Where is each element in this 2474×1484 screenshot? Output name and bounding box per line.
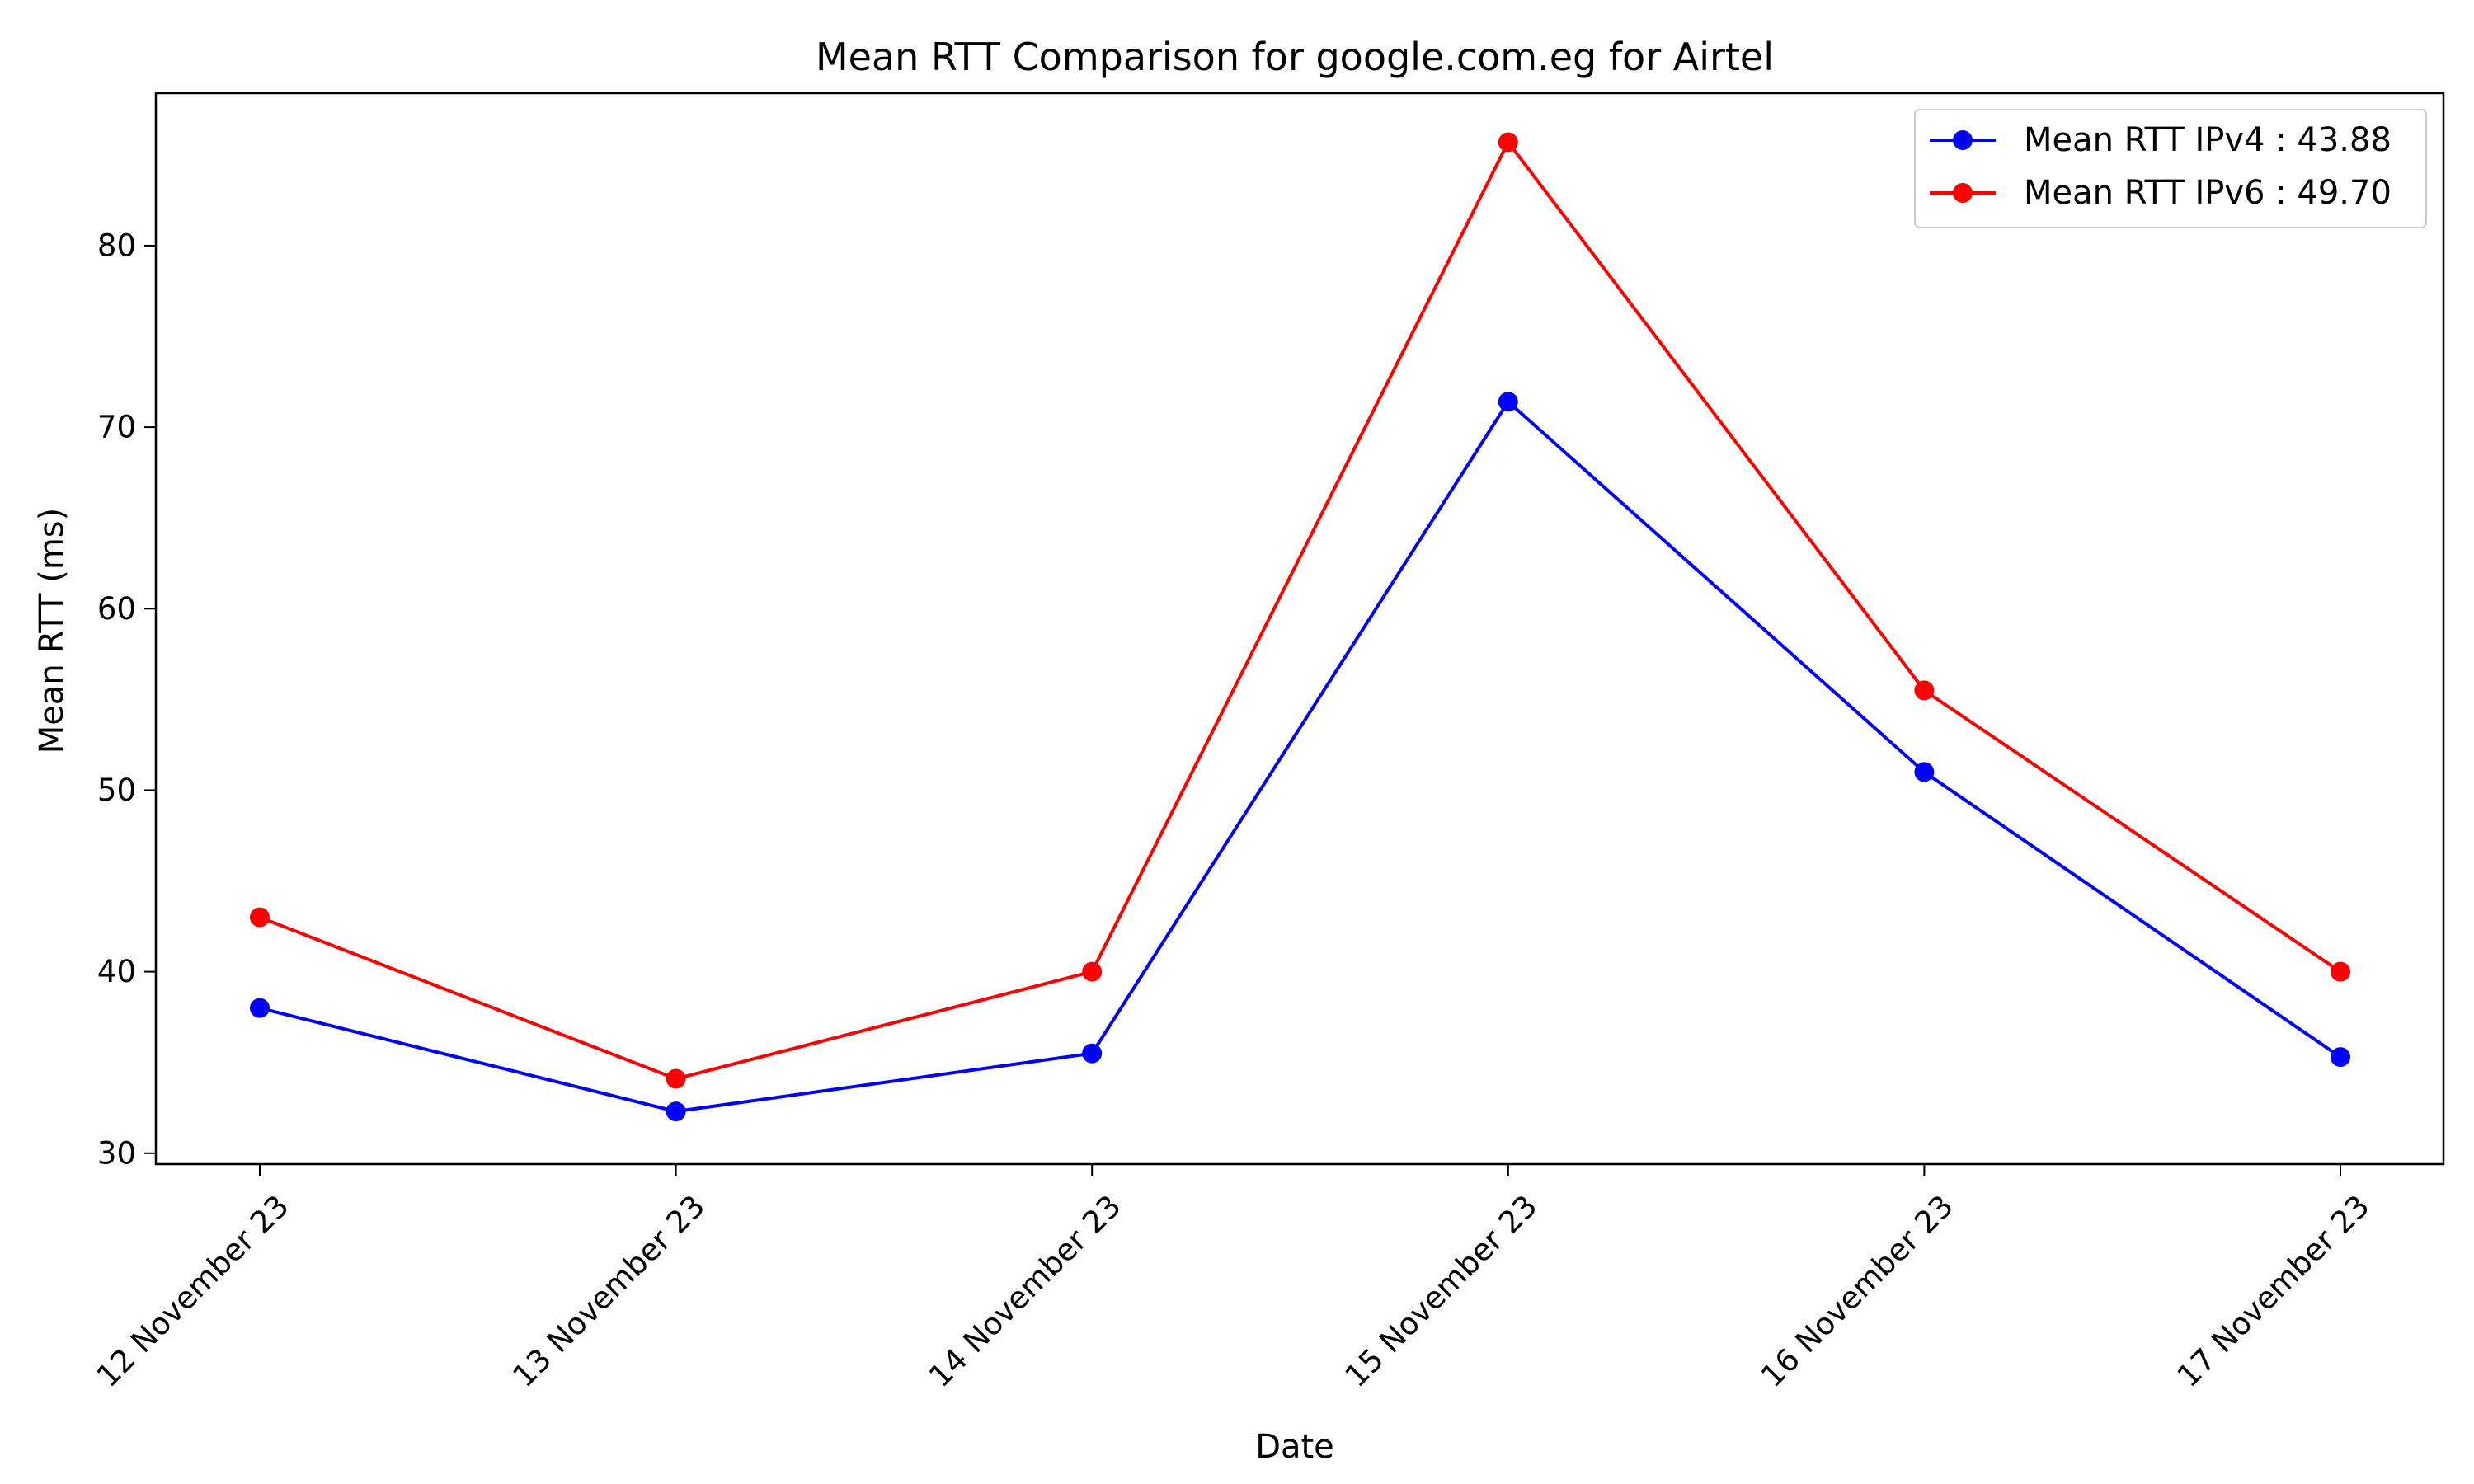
series-2 [250, 132, 2350, 1089]
legend: Mean RTT IPv4 : 43.88 Mean RTT IPv6 : 49.… [1914, 109, 2427, 228]
series-1-line [259, 400, 2342, 1114]
x-axis-label: Date [1255, 1428, 1334, 1466]
series-1 [250, 392, 2350, 1122]
legend-marker-2 [1953, 183, 1973, 203]
legend-marker-1 [1953, 130, 1973, 150]
legend-label-2: Mean RTT IPv6 : 49.70 [2024, 174, 2392, 212]
y-tick-label: 50 [97, 773, 136, 808]
y-tick-label: 70 [97, 410, 136, 445]
series-2-point [250, 907, 270, 928]
series-1-point [1914, 762, 1935, 782]
series-1-point [1082, 1043, 1103, 1064]
plot-area [154, 92, 2445, 1166]
y-axis: 30 40 50 60 70 80 [97, 228, 156, 1171]
legend-label-1: Mean RTT IPv4 : 43.88 [2024, 121, 2392, 159]
series-2-point [2331, 961, 2350, 982]
series-2-point [1082, 961, 1103, 982]
series-1-point [1498, 392, 1518, 412]
series-1-point [666, 1101, 686, 1122]
series-2-line [259, 140, 2342, 1081]
series-2-point [1498, 132, 1518, 153]
y-tick-label: 40 [97, 954, 136, 989]
series-1-point [2331, 1047, 2350, 1068]
y-axis-label: Mean RTT (ms) [33, 508, 71, 754]
y-tick-label: 80 [97, 228, 136, 263]
series-1-point [250, 998, 270, 1018]
series-layer [250, 132, 2350, 1122]
y-tick-label: 60 [97, 591, 136, 627]
series-2-point [666, 1068, 686, 1089]
legend-box [1914, 109, 2427, 228]
plot-frame [154, 92, 2445, 1166]
chart-title: Mean RTT Comparison for google.com.eg fo… [816, 35, 1774, 79]
series-2-point [1914, 680, 1935, 701]
y-tick-label: 30 [97, 1135, 136, 1171]
